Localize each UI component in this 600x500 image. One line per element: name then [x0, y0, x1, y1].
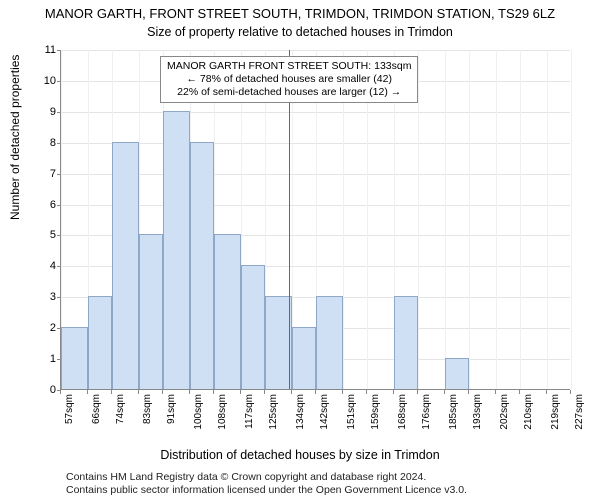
annotation-box: MANOR GARTH FRONT STREET SOUTH: 133sqm ←…	[160, 56, 418, 103]
x-tick-mark	[315, 390, 316, 394]
y-tick-label: 8	[32, 137, 56, 149]
x-tick-label: 125sqm	[268, 394, 279, 430]
x-tick-mark	[60, 390, 61, 394]
x-tick-label: 185sqm	[448, 394, 459, 430]
x-tick-label: 134sqm	[295, 394, 306, 430]
x-tick-label: 142sqm	[319, 394, 330, 430]
chart-subtitle: Size of property relative to detached ho…	[0, 23, 600, 39]
x-tick-mark	[444, 390, 445, 394]
annotation-line3: 22% of semi-detached houses are larger (…	[167, 86, 411, 99]
footer: Contains HM Land Registry data © Crown c…	[66, 471, 467, 497]
footer-line2: Contains public sector information licen…	[66, 484, 467, 497]
y-tick-label: 11	[32, 44, 56, 56]
x-tick-label: 210sqm	[523, 394, 534, 430]
histogram-bar	[88, 296, 112, 389]
x-axis-label: Distribution of detached houses by size …	[0, 448, 600, 462]
y-tick-label: 2	[32, 322, 56, 334]
x-tick-mark	[468, 390, 469, 394]
x-tick-mark	[570, 390, 571, 394]
x-tick-label: 193sqm	[472, 394, 483, 430]
x-tick-mark	[264, 390, 265, 394]
x-tick-label: 66sqm	[91, 394, 102, 424]
x-tick-label: 176sqm	[421, 394, 432, 430]
histogram-bar	[394, 296, 418, 389]
histogram-bar	[445, 358, 469, 389]
y-tick-label: 6	[32, 199, 56, 211]
x-tick-label: 227sqm	[574, 394, 585, 430]
x-tick-label: 202sqm	[499, 394, 510, 430]
x-tick-mark	[240, 390, 241, 394]
x-tick-label: 83sqm	[142, 394, 153, 424]
gridline-v	[520, 50, 521, 389]
x-tick-mark	[213, 390, 214, 394]
x-tick-mark	[495, 390, 496, 394]
histogram-bar	[112, 142, 139, 389]
x-tick-label: 108sqm	[217, 394, 228, 430]
chart-container: MANOR GARTH, FRONT STREET SOUTH, TRIMDON…	[0, 0, 600, 500]
x-tick-mark	[138, 390, 139, 394]
x-tick-mark	[417, 390, 418, 394]
x-tick-mark	[189, 390, 190, 394]
x-tick-label: 57sqm	[64, 394, 75, 424]
histogram-bar	[61, 327, 88, 389]
y-tick-label: 5	[32, 229, 56, 241]
x-tick-mark	[519, 390, 520, 394]
y-tick-label: 0	[32, 384, 56, 396]
histogram-bar	[292, 327, 316, 389]
x-tick-label: 117sqm	[244, 394, 255, 429]
x-tick-label: 74sqm	[115, 394, 126, 424]
gridline-v	[571, 50, 572, 389]
gridline-v	[445, 50, 446, 389]
histogram-bar	[265, 296, 292, 389]
x-tick-label: 219sqm	[550, 394, 561, 430]
y-tick-label: 7	[32, 168, 56, 180]
y-axis-label: Number of detached properties	[8, 55, 22, 220]
x-tick-mark	[87, 390, 88, 394]
chart-area: 01234567891011 57sqm66sqm74sqm83sqm91sqm…	[60, 50, 570, 390]
x-tick-mark	[366, 390, 367, 394]
histogram-bar	[214, 234, 241, 389]
x-tick-mark	[291, 390, 292, 394]
histogram-bar	[139, 234, 163, 389]
histogram-bar	[316, 296, 343, 389]
y-tick-label: 3	[32, 291, 56, 303]
y-tick-label: 10	[32, 75, 56, 87]
x-tick-mark	[342, 390, 343, 394]
x-tick-label: 159sqm	[370, 394, 381, 430]
x-tick-mark	[546, 390, 547, 394]
x-tick-mark	[111, 390, 112, 394]
annotation-line1: MANOR GARTH FRONT STREET SOUTH: 133sqm	[167, 60, 411, 73]
gridline-v	[547, 50, 548, 389]
histogram-bar	[241, 265, 265, 389]
annotation-line2: ← 78% of detached houses are smaller (42…	[167, 73, 411, 86]
x-tick-label: 168sqm	[397, 394, 408, 430]
gridline-v	[469, 50, 470, 389]
y-tick-label: 1	[32, 353, 56, 365]
footer-line1: Contains HM Land Registry data © Crown c…	[66, 471, 467, 484]
chart-title: MANOR GARTH, FRONT STREET SOUTH, TRIMDON…	[0, 0, 600, 23]
histogram-bar	[190, 142, 214, 389]
x-tick-label: 151sqm	[346, 394, 357, 430]
x-tick-label: 91sqm	[166, 394, 177, 424]
histogram-bar	[163, 111, 190, 389]
gridline-v	[496, 50, 497, 389]
y-tick-label: 4	[32, 260, 56, 272]
y-tick-label: 9	[32, 106, 56, 118]
x-tick-mark	[393, 390, 394, 394]
x-tick-mark	[162, 390, 163, 394]
x-tick-label: 100sqm	[193, 394, 204, 430]
